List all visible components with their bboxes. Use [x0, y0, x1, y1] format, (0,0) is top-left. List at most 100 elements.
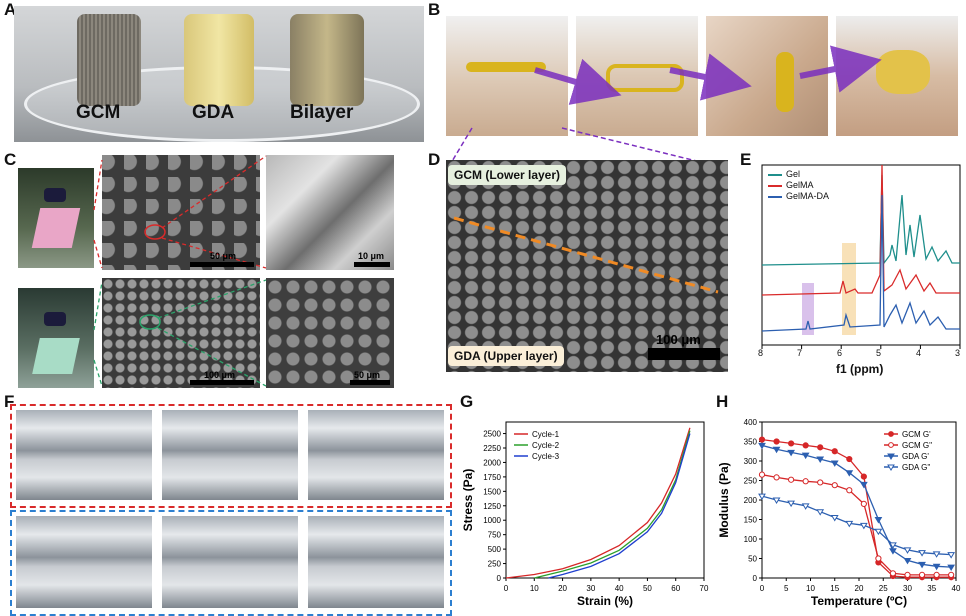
sem-d	[446, 160, 728, 372]
data-point	[773, 438, 780, 445]
legend-label: GDA G'	[902, 452, 929, 461]
legend-label: GCM G''	[902, 441, 933, 450]
data-point	[889, 548, 897, 555]
data-point	[875, 555, 882, 562]
data-point	[788, 476, 795, 483]
legend-label: GDA G''	[902, 463, 931, 472]
data-point	[772, 497, 781, 504]
panel-b-arrows	[447, 45, 882, 169]
legend-marker	[888, 442, 894, 448]
arrow-2	[669, 53, 752, 101]
scale-label-c3: 100 μm	[204, 370, 236, 380]
scalebar-c1	[190, 262, 254, 267]
legend-label: GCM G'	[902, 430, 931, 439]
x-tick-label: 10	[530, 584, 539, 593]
y-tick-label: 1750	[483, 473, 501, 482]
data-point	[918, 571, 926, 578]
y-tick-label: 250	[744, 477, 758, 486]
panel-label-e: E	[740, 150, 752, 169]
y-axis-label: Modulus (Pa)	[717, 462, 731, 537]
data-point	[801, 503, 810, 510]
label-gcm-lower: GCM (Lower layer)	[448, 165, 567, 185]
panel-e-nmr	[761, 164, 961, 349]
y-tick-label: 400	[744, 418, 758, 427]
x-tick-label: 30	[586, 584, 595, 593]
spectrum-gelmada	[761, 194, 960, 332]
data-point	[947, 564, 956, 572]
y-tick-label: 250	[488, 560, 502, 569]
x-tick-label: 25	[879, 584, 888, 593]
y-tick-label: 300	[744, 457, 758, 466]
data-point	[918, 550, 926, 557]
data-point	[874, 517, 883, 524]
data-point	[903, 547, 912, 554]
series-line-Cycle-1	[505, 427, 691, 579]
panel-c-photo-bottom	[18, 288, 94, 388]
data-point	[846, 487, 853, 494]
sem-c-top-high	[266, 155, 394, 270]
x-tick-label: 0	[760, 584, 765, 593]
e-tick-5: 5	[876, 348, 882, 358]
arrow-1	[534, 58, 622, 105]
x-axis-label: Strain (%)	[577, 594, 633, 608]
data-point	[933, 571, 940, 578]
data-point	[845, 470, 854, 477]
highlight-purple	[802, 283, 814, 335]
x-tick-label: 40	[952, 584, 961, 593]
y-tick-label: 350	[744, 438, 758, 447]
series-line-Cycle-2	[534, 430, 691, 579]
scalebar-c4	[350, 380, 390, 385]
panel-e-legend	[768, 174, 782, 198]
y-tick-label: 750	[488, 531, 502, 540]
data-point	[758, 493, 766, 501]
panel-e-axis-ticks	[761, 345, 961, 349]
panel-label-g: G	[460, 392, 474, 411]
y-tick-label: 500	[488, 545, 502, 554]
data-point	[831, 448, 838, 455]
data-point	[874, 528, 883, 536]
data-point	[817, 479, 824, 486]
data-point	[903, 557, 912, 565]
e-tick-4: 4	[916, 348, 922, 358]
data-point	[860, 473, 867, 480]
sem-c-bottom-high	[266, 278, 394, 388]
data-point	[948, 571, 955, 578]
data-point	[772, 446, 781, 454]
y-tick-label: 100	[744, 535, 758, 544]
data-point	[860, 500, 867, 508]
y-tick-label: 2250	[483, 444, 501, 453]
gcm-cylinder	[77, 14, 141, 106]
bilayer-cylinder	[290, 14, 364, 106]
data-point	[859, 522, 868, 530]
data-point	[787, 449, 795, 457]
panel-label-a: A	[4, 0, 17, 19]
e-tick-3: 3	[955, 348, 961, 358]
data-point	[758, 471, 766, 478]
legend-marker	[888, 431, 894, 437]
sem-c-bottom-low	[102, 278, 260, 388]
panel-f-blue-box	[10, 510, 452, 616]
y-tick-label: 1250	[483, 502, 501, 511]
x-tick-label: 0	[504, 584, 509, 593]
legend-label: Cycle-1	[532, 430, 560, 439]
plot-frame	[505, 421, 705, 579]
data-point	[889, 542, 897, 549]
panel-f-red-box	[10, 404, 452, 508]
panel-label-h: H	[716, 392, 729, 411]
y-tick-label: 150	[744, 516, 758, 525]
scale-label-c2: 10 μm	[358, 251, 385, 261]
f-photo-1	[16, 410, 152, 500]
data-point	[773, 474, 780, 481]
data-point	[802, 478, 809, 485]
y-tick-label: 1000	[483, 516, 501, 525]
x-tick-label: 10	[806, 584, 815, 593]
panel-a-photo: GCM GDA Bilayer	[14, 6, 424, 142]
y-tick-label: 0	[753, 574, 758, 583]
x-tick-label: 20	[855, 584, 864, 593]
f-photo-5	[162, 516, 298, 608]
label-gda: GDA	[192, 102, 235, 123]
scale-label-c1: 50 μm	[210, 251, 237, 261]
highlight-orange	[842, 243, 856, 335]
scale-label-d: 100 μm	[656, 332, 701, 347]
data-point	[830, 515, 839, 522]
